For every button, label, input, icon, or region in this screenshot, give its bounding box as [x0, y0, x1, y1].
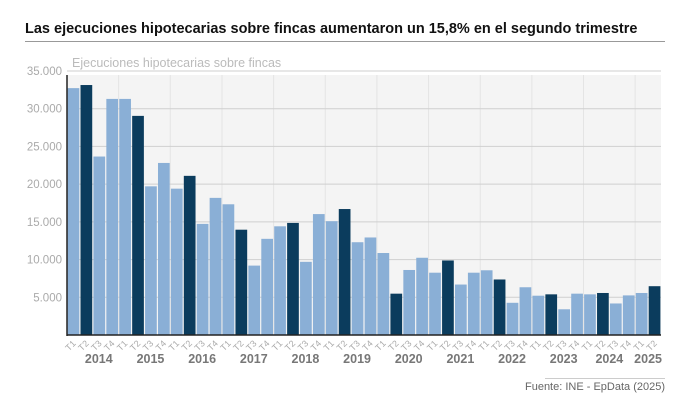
year-label: 2018 — [292, 352, 320, 366]
y-tick-label: 25.000 — [27, 141, 62, 153]
bar-2020-T4 — [416, 257, 428, 335]
bar-2020-T3 — [403, 269, 416, 335]
source-note: Fuente: INE - EpData (2025) — [524, 381, 665, 393]
bar-2019-T4 — [364, 237, 377, 335]
x-tick-label: T2 — [644, 338, 659, 353]
bar-2018-T2 — [287, 222, 299, 335]
bar-2025-T2 — [648, 286, 661, 335]
y-tick-label: 35.000 — [27, 66, 62, 78]
bar-2014-T2 — [80, 85, 93, 335]
title-divider — [25, 41, 665, 42]
bar-2015-T3 — [145, 186, 157, 335]
bar-2017-T1 — [222, 204, 235, 335]
bar-2020-T1 — [377, 253, 390, 335]
bar-2019-T3 — [351, 242, 364, 335]
bar-2022-T3 — [506, 302, 519, 335]
chart-subtitle: Ejecuciones hipotecarias sobre fincas — [72, 56, 281, 70]
bar-2024-T4 — [622, 295, 635, 335]
bar-2022-T2 — [493, 279, 506, 335]
bar-2014-T3 — [93, 156, 106, 335]
y-tick-label: 15.000 — [27, 217, 62, 229]
bar-2015-T2 — [132, 115, 144, 335]
bar-2017-T2 — [235, 229, 248, 335]
bar-2021-T3 — [454, 284, 467, 335]
bar-2017-T3 — [248, 265, 261, 335]
bar-2015-T4 — [157, 162, 170, 335]
year-label: 2021 — [446, 352, 474, 366]
y-tick-label: 10.000 — [27, 255, 62, 267]
year-label: 2020 — [395, 352, 423, 366]
year-label: 2015 — [137, 352, 165, 366]
year-label: 2023 — [550, 352, 578, 366]
bar-2021-T4 — [467, 272, 480, 335]
year-label: 2024 — [595, 352, 623, 366]
bar-2023-T1 — [532, 295, 545, 335]
chart-title: Las ejecuciones hipotecarias sobre finca… — [25, 21, 638, 37]
bar-2024-T3 — [609, 303, 622, 335]
bar-2023-T2 — [545, 294, 558, 335]
bar-2018-T1 — [274, 226, 286, 335]
bar-2021-T2 — [442, 260, 454, 335]
year-label: 2016 — [188, 352, 216, 366]
bar-2016-T2 — [183, 175, 196, 335]
bar-2018-T3 — [300, 261, 312, 335]
bar-2016-T4 — [209, 197, 222, 335]
bar-2023-T4 — [571, 293, 583, 335]
bar-2019-T2 — [338, 209, 351, 335]
year-label: 2022 — [498, 352, 526, 366]
y-tick-label: 5.000 — [33, 292, 62, 304]
bar-2022-T1 — [480, 270, 493, 335]
y-tick-label: 30.000 — [27, 104, 62, 116]
bar-2020-T2 — [390, 293, 403, 335]
year-label: 2025 — [634, 352, 662, 366]
bar-2025-T1 — [635, 292, 648, 335]
bar-2014-T1 — [67, 88, 80, 335]
bar-2024-T2 — [597, 292, 609, 335]
bar-2017-T4 — [261, 238, 274, 335]
bar-2021-T1 — [429, 272, 441, 335]
bar-2023-T3 — [558, 309, 571, 335]
y-tick-label: 20.000 — [27, 179, 62, 191]
bar-2022-T4 — [519, 287, 532, 335]
year-label: 2019 — [343, 352, 371, 366]
bar-2014-T4 — [106, 98, 119, 335]
bar-2024-T1 — [584, 294, 596, 335]
bar-2016-T3 — [196, 223, 209, 335]
source-divider — [545, 378, 665, 379]
bar-2018-T4 — [312, 214, 325, 335]
bar-2019-T1 — [325, 221, 338, 335]
bar-2015-T1 — [119, 98, 131, 335]
year-label: 2014 — [85, 352, 113, 366]
bar-2016-T1 — [170, 188, 183, 335]
year-label: 2017 — [240, 352, 268, 366]
